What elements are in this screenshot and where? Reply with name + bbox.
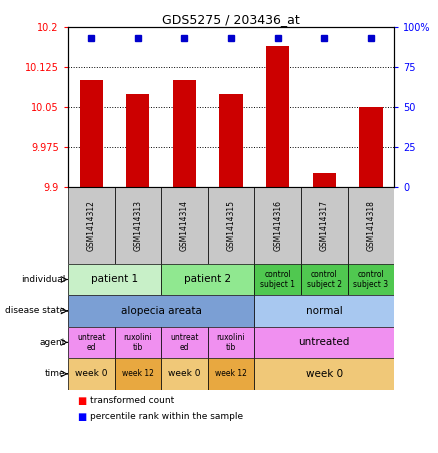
Bar (301, 264, 348, 295)
Bar (208, 327, 254, 358)
Bar (68, 358, 114, 390)
Text: GSM1414316: GSM1414316 (273, 200, 282, 251)
Bar (68, 295, 254, 327)
Bar (254, 327, 394, 358)
Bar (161, 358, 208, 390)
Text: alopecia areata: alopecia areata (121, 306, 201, 316)
Text: week 12: week 12 (215, 369, 247, 378)
Bar (208, 187, 254, 264)
Bar (126, 94, 149, 187)
Bar (114, 187, 161, 264)
Text: week 0: week 0 (168, 369, 201, 378)
Bar (266, 46, 290, 187)
Text: transformed count: transformed count (90, 396, 174, 405)
Text: untreat
ed: untreat ed (77, 333, 106, 352)
Bar (68, 327, 114, 358)
Text: week 12: week 12 (122, 369, 154, 378)
Text: control
subject 3: control subject 3 (353, 270, 389, 289)
Bar (254, 187, 301, 264)
Text: patient 1: patient 1 (91, 275, 138, 284)
Bar (173, 80, 196, 187)
Bar (208, 358, 254, 390)
Text: week 0: week 0 (75, 369, 107, 378)
Bar (348, 264, 394, 295)
Text: control
subject 1: control subject 1 (260, 270, 295, 289)
Bar (161, 264, 254, 295)
Bar (313, 173, 336, 187)
Text: untreated: untreated (299, 337, 350, 347)
Text: GSM1414312: GSM1414312 (87, 200, 95, 251)
Bar (254, 295, 394, 327)
Bar (219, 94, 243, 187)
Text: individual: individual (21, 275, 66, 284)
Text: agent: agent (39, 338, 66, 347)
Text: control
subject 2: control subject 2 (307, 270, 342, 289)
Bar (114, 358, 161, 390)
Bar (254, 358, 394, 390)
Text: GSM1414315: GSM1414315 (226, 200, 236, 251)
Text: ■: ■ (77, 412, 86, 422)
Text: GSM1414318: GSM1414318 (367, 200, 375, 251)
Bar (80, 80, 103, 187)
Bar (68, 264, 161, 295)
Text: GSM1414313: GSM1414313 (133, 200, 142, 251)
Text: normal: normal (306, 306, 343, 316)
Bar (68, 187, 114, 264)
Text: GSM1414317: GSM1414317 (320, 200, 329, 251)
Text: time: time (45, 369, 66, 378)
Text: untreat
ed: untreat ed (170, 333, 199, 352)
Bar (254, 264, 301, 295)
Title: GDS5275 / 203436_at: GDS5275 / 203436_at (162, 13, 300, 26)
Bar (161, 187, 208, 264)
Bar (359, 107, 382, 187)
Bar (348, 187, 394, 264)
Text: ■: ■ (77, 396, 86, 406)
Text: GSM1414314: GSM1414314 (180, 200, 189, 251)
Text: ruxolini
tib: ruxolini tib (124, 333, 152, 352)
Bar (301, 187, 348, 264)
Text: week 0: week 0 (306, 369, 343, 379)
Text: disease state: disease state (5, 306, 66, 315)
Bar (161, 327, 208, 358)
Text: ruxolini
tib: ruxolini tib (217, 333, 245, 352)
Bar (114, 327, 161, 358)
Text: percentile rank within the sample: percentile rank within the sample (90, 412, 243, 421)
Text: patient 2: patient 2 (184, 275, 231, 284)
